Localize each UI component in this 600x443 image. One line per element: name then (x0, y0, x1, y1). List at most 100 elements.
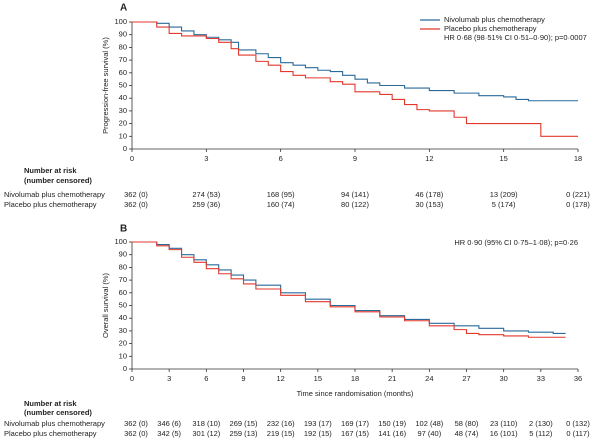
risk-cell: 219 (15) (267, 429, 295, 438)
x-tick-label: 18 (351, 374, 359, 383)
risk-cell: 301 (12) (192, 429, 220, 438)
risk-row-label: Placebo plus chemotherapy (4, 429, 97, 438)
risk-cell: 97 (40) (417, 429, 441, 438)
risk-cell: 0 (178) (566, 200, 590, 209)
x-tick-label: 6 (279, 154, 283, 163)
risk-cell: 259 (13) (230, 429, 258, 438)
risk-cell: 30 (153) (415, 200, 443, 209)
risk-cell: 5 (174) (492, 200, 516, 209)
y-tick-label: 60 (119, 68, 127, 77)
risk-cell: 141 (16) (378, 429, 406, 438)
y-tick-label: 40 (119, 313, 127, 322)
y-tick-label: 30 (119, 106, 127, 115)
legend-label: Placebo plus chemotherapy (444, 24, 537, 33)
y-tick-label: 100 (114, 237, 127, 246)
y-tick-label: 60 (119, 288, 127, 297)
risk-cell: 0 (221) (566, 190, 590, 199)
risk-table-subtitle: (number censored) (24, 176, 92, 185)
risk-cell: 346 (6) (157, 419, 181, 428)
risk-cell: 0 (117) (566, 429, 590, 438)
x-tick-label: 12 (425, 154, 433, 163)
x-tick-label: 15 (499, 154, 507, 163)
x-tick-label: 9 (241, 374, 245, 383)
annotation: HR 0·90 (95% CI 0·75–1·08); p=0·26 (454, 238, 578, 247)
survival-curve (132, 21, 578, 102)
risk-cell: 16 (101) (490, 429, 518, 438)
survival-curve (132, 241, 566, 338)
y-axis-title: Progression-free survival (%) (101, 37, 110, 134)
survival-curve (132, 21, 578, 137)
risk-cell: 168 (95) (267, 190, 295, 199)
risk-cell: 169 (17) (341, 419, 369, 428)
risk-row-label: Placebo plus chemotherapy (4, 200, 97, 209)
risk-row-label: Nivolumab plus chemotherapy (4, 190, 105, 199)
risk-cell: 13 (209) (490, 190, 518, 199)
risk-cell: 362 (0) (124, 419, 148, 428)
y-tick-label: 50 (119, 80, 127, 89)
x-tick-label: 0 (130, 154, 134, 163)
risk-cell: 150 (19) (378, 419, 406, 428)
y-tick-label: 80 (119, 262, 127, 271)
y-tick-label: 20 (119, 119, 127, 128)
y-tick-label: 50 (119, 300, 127, 309)
x-tick-label: 3 (167, 374, 171, 383)
risk-cell: 362 (0) (124, 190, 148, 199)
risk-cell: 46 (178) (415, 190, 443, 199)
x-tick-label: 6 (204, 374, 208, 383)
risk-cell: 58 (80) (455, 419, 479, 428)
y-tick-label: 80 (119, 42, 127, 51)
y-tick-label: 30 (119, 326, 127, 335)
x-tick-label: 33 (537, 374, 545, 383)
x-tick-label: 9 (353, 154, 357, 163)
y-tick-label: 70 (119, 55, 127, 64)
risk-cell: 23 (110) (490, 419, 518, 428)
y-tick-label: 100 (114, 17, 127, 26)
risk-table-subtitle: (number censored) (24, 408, 92, 417)
risk-cell: 318 (10) (192, 419, 220, 428)
risk-cell: 167 (15) (341, 429, 369, 438)
risk-cell: 269 (15) (230, 419, 258, 428)
survival-curve (132, 241, 566, 334)
x-tick-label: 36 (574, 374, 582, 383)
x-tick-label: 30 (499, 374, 507, 383)
risk-cell: 362 (0) (124, 200, 148, 209)
risk-cell: 48 (74) (455, 429, 479, 438)
risk-cell: 102 (48) (415, 419, 443, 428)
risk-cell: 232 (16) (267, 419, 295, 428)
risk-cell: 5 (112) (529, 429, 553, 438)
risk-cell: 193 (17) (304, 419, 332, 428)
y-tick-label: 90 (119, 250, 127, 259)
risk-cell: 94 (141) (341, 190, 369, 199)
x-tick-label: 12 (276, 374, 284, 383)
risk-cell: 80 (122) (341, 200, 369, 209)
risk-cell: 2 (130) (529, 419, 553, 428)
risk-cell: 259 (36) (192, 200, 220, 209)
x-tick-label: 0 (130, 374, 134, 383)
panel-label: A (120, 3, 127, 14)
x-tick-label: 21 (388, 374, 396, 383)
x-tick-label: 27 (462, 374, 470, 383)
annotation: HR 0·68 (98·51% CI 0·51–0·90); p=0·0007 (444, 33, 587, 42)
risk-table-title: Number at risk (24, 166, 77, 175)
y-tick-label: 0 (123, 364, 127, 373)
risk-cell: 160 (74) (267, 200, 295, 209)
risk-cell: 192 (15) (304, 429, 332, 438)
risk-row-label: Nivolumab plus chemotherapy (4, 419, 105, 428)
panel-label: B (120, 224, 127, 235)
y-tick-label: 10 (119, 131, 127, 140)
y-tick-label: 0 (123, 144, 127, 153)
legend-label: Nivolumab plus chemotherapy (444, 15, 545, 24)
risk-cell: 0 (132) (566, 419, 590, 428)
x-tick-label: 15 (314, 374, 322, 383)
x-axis-title: Time since randomisation (months) (297, 389, 414, 398)
risk-table-title: Number at risk (24, 399, 77, 408)
risk-cell: 362 (0) (124, 429, 148, 438)
risk-cell: 342 (5) (157, 429, 181, 438)
x-tick-label: 24 (425, 374, 433, 383)
y-tick-label: 40 (119, 93, 127, 102)
y-tick-label: 20 (119, 339, 127, 348)
risk-cell: 274 (53) (192, 190, 220, 199)
y-tick-label: 10 (119, 351, 127, 360)
y-axis-title: Overall survival (%) (101, 272, 110, 338)
